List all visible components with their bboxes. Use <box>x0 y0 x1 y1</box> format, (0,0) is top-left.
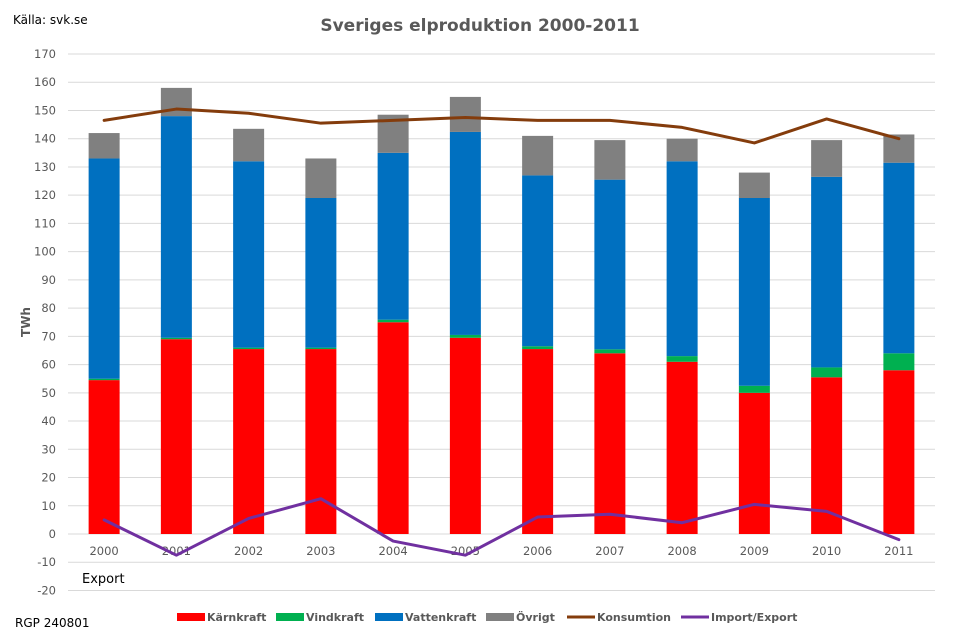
bar-vindkraft-2008 <box>666 356 698 362</box>
bar--vrigt-2006 <box>522 135 554 176</box>
gridlines <box>68 53 935 591</box>
legend-label-k-rnkraft: Kärnkraft <box>207 611 266 624</box>
y-tick-label: 170 <box>34 47 56 61</box>
bar-k-rnkraft-2009 <box>738 392 770 534</box>
bar-vindkraft-2004 <box>377 319 409 323</box>
line-import-export <box>102 497 901 557</box>
bar-vattenkraft-2001 <box>160 116 192 338</box>
bar-vindkraft-2011 <box>883 353 915 371</box>
bar-k-rnkraft-2000 <box>88 380 120 534</box>
y-tick-label: 80 <box>41 301 56 315</box>
bar-vindkraft-2009 <box>738 385 770 393</box>
y-axis-label: TWh <box>19 307 33 337</box>
bar-vindkraft-2006 <box>522 346 554 350</box>
legend-swatch-vindkraft <box>276 613 304 621</box>
bar-vattenkraft-2008 <box>666 161 698 357</box>
x-tick-label: 2009 <box>740 544 769 558</box>
bar-vindkraft-2002 <box>233 347 265 350</box>
y-tick-label: 100 <box>34 245 56 259</box>
bar-k-rnkraft-2002 <box>233 349 265 534</box>
legend-label-vindkraft: Vindkraft <box>306 611 364 624</box>
bar-k-rnkraft-2008 <box>666 361 698 534</box>
y-tick-label: 50 <box>41 386 56 400</box>
legend-swatch--vrigt <box>486 613 514 621</box>
y-axis-ticks: -20 -10 0 10 20 30 40 50 60 70 80 90 100 110 120 130 140… <box>34 47 56 597</box>
x-tick-label: 2004 <box>378 544 407 558</box>
bar--vrigt-2005 <box>449 96 481 132</box>
y-tick-label: 0 <box>49 527 56 541</box>
y-tick-label: 70 <box>41 329 56 343</box>
y-tick-label: 160 <box>34 75 56 89</box>
bar--vrigt-2002 <box>233 128 265 162</box>
bar-vindkraft-2010 <box>811 367 843 378</box>
y-tick-label: 30 <box>41 442 56 456</box>
bar-vattenkraft-2003 <box>305 198 337 348</box>
y-tick-label: 140 <box>34 132 56 146</box>
legend-label-vattenkraft: Vattenkraft <box>405 611 476 624</box>
x-tick-label: 2001 <box>162 544 191 558</box>
bar-vattenkraft-2004 <box>377 152 409 320</box>
lines <box>102 107 901 557</box>
bar--vrigt-2008 <box>666 138 698 162</box>
footer-label: RGP 240801 <box>15 616 90 630</box>
bar--vrigt-2007 <box>594 140 626 180</box>
bar-k-rnkraft-2001 <box>160 339 192 534</box>
bar-k-rnkraft-2010 <box>811 377 843 534</box>
y-tick-label: 130 <box>34 160 56 174</box>
y-tick-label: -10 <box>37 555 56 569</box>
bar--vrigt-2009 <box>738 172 770 198</box>
bar-vattenkraft-2009 <box>738 198 770 386</box>
y-tick-label: 40 <box>41 414 56 428</box>
bar-k-rnkraft-2005 <box>449 337 481 534</box>
legend-label-konsumtion: Konsumtion <box>597 611 671 624</box>
legend-label--vrigt: Övrigt <box>516 610 555 624</box>
bar-vindkraft-2003 <box>305 347 337 350</box>
bar-vattenkraft-2000 <box>88 158 120 379</box>
source-label: Källa: svk.se <box>13 13 88 27</box>
export-annotation: Export <box>82 572 125 587</box>
x-tick-label: 2011 <box>884 544 913 558</box>
bar-k-rnkraft-2004 <box>377 322 409 534</box>
bar-vattenkraft-2006 <box>522 175 554 347</box>
y-tick-label: 10 <box>41 499 56 513</box>
bar-vattenkraft-2007 <box>594 179 626 350</box>
bar-k-rnkraft-2006 <box>522 349 554 534</box>
y-tick-label: 150 <box>34 103 56 117</box>
y-tick-label: -20 <box>37 583 56 597</box>
chart-title: Sveriges elproduktion 2000-2011 <box>320 16 639 36</box>
line-konsumtion <box>102 107 901 145</box>
bar-vindkraft-2000 <box>88 378 120 381</box>
legend-label-import-export: Import/Export <box>711 611 797 624</box>
x-tick-label: 2002 <box>234 544 263 558</box>
bar-vattenkraft-2011 <box>883 162 915 354</box>
y-tick-label: 110 <box>34 216 56 230</box>
x-tick-label: 2006 <box>523 544 552 558</box>
x-axis-ticks: 2000 2001 2002 2003 2004 2005 2006 2007 2008 2009… <box>89 544 913 558</box>
y-tick-label: 90 <box>41 273 56 287</box>
bar-vindkraft-2007 <box>594 349 626 354</box>
bar-k-rnkraft-2007 <box>594 353 626 534</box>
bars <box>88 87 915 534</box>
bar--vrigt-2003 <box>305 158 337 198</box>
legend: Kärnkraft Vindkraft Vattenkraft Övrigt Konsu… <box>177 610 797 624</box>
legend-swatch-vattenkraft <box>375 613 403 621</box>
bar-k-rnkraft-2011 <box>883 370 915 534</box>
bar-vindkraft-2001 <box>160 337 192 340</box>
y-tick-label: 120 <box>34 188 56 202</box>
y-tick-label: 20 <box>41 471 56 485</box>
bar-vattenkraft-2010 <box>811 176 843 368</box>
x-tick-label: 2000 <box>89 544 118 558</box>
bar-vindkraft-2005 <box>449 334 481 338</box>
x-tick-label: 2003 <box>306 544 335 558</box>
x-tick-label: 2008 <box>667 544 696 558</box>
bar--vrigt-2010 <box>811 140 843 177</box>
x-tick-label: 2010 <box>812 544 841 558</box>
bar-vattenkraft-2005 <box>449 131 481 335</box>
legend-swatch-k-rnkraft <box>177 613 205 621</box>
bar--vrigt-2000 <box>88 133 120 159</box>
x-tick-label: 2007 <box>595 544 624 558</box>
bar-vattenkraft-2002 <box>233 161 265 348</box>
y-tick-label: 60 <box>41 358 56 372</box>
